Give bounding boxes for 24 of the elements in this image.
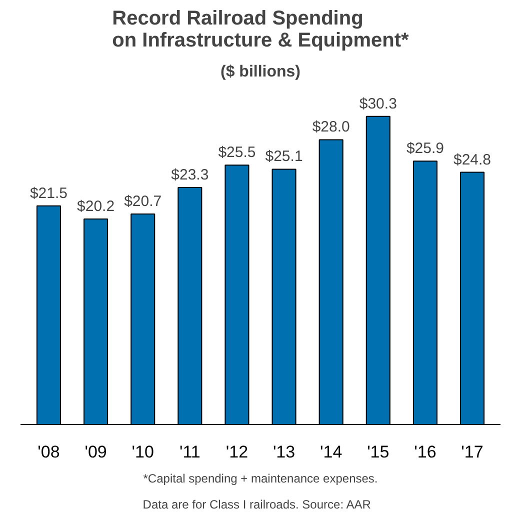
data-label: $25.1	[265, 148, 303, 166]
data-label: $20.7	[124, 192, 162, 210]
text: *Capital spending + maintenance expenses.	[143, 472, 378, 486]
chart-subtitle: ($ billions)	[220, 64, 300, 80]
x-tick-label: '09	[84, 442, 107, 462]
data-label: $24.8	[453, 151, 492, 168]
x-tick-label: '10	[132, 442, 154, 462]
x-tick-label: '16	[414, 442, 436, 462]
x-tick-label: '12	[226, 442, 248, 462]
x-tick-label: '13	[272, 442, 296, 462]
text: Data are for Class I railroads. Source: AAR	[142, 498, 372, 512]
data-label: $28.0	[312, 118, 350, 136]
data-label: $21.5	[30, 184, 68, 202]
data-label: $25.5	[218, 144, 256, 162]
x-tick-label: '14	[320, 442, 342, 462]
chart-title: Record Railroad Spending on Infrastructure & Equipment*	[112, 8, 410, 52]
data-label: $30.3	[359, 95, 397, 112]
x-tick-label: '17	[461, 442, 484, 462]
x-tick-label: '08	[38, 442, 60, 462]
x-tick-label: '11	[179, 442, 200, 462]
data-label: $20.2	[77, 198, 115, 216]
x-tick-label: '15	[367, 442, 390, 462]
data-label: $25.9	[406, 140, 444, 158]
data-label: $23.3	[171, 166, 209, 184]
